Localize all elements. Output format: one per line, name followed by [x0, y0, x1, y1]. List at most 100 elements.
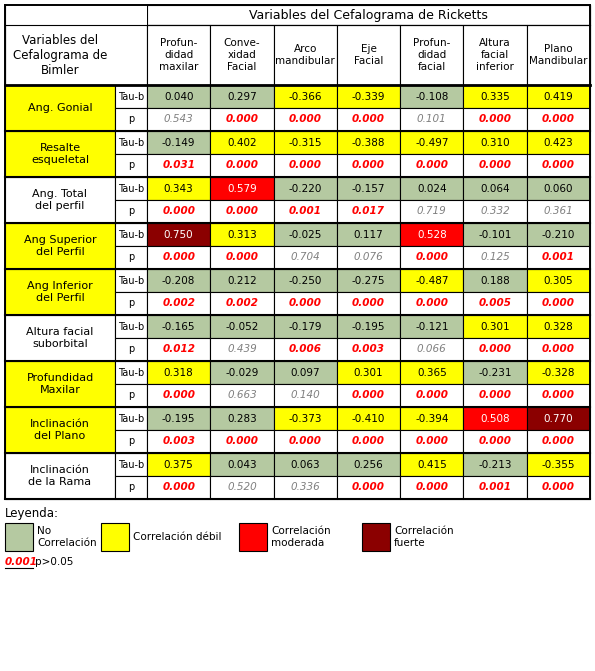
Text: -0.388: -0.388: [352, 138, 385, 148]
Text: 0.579: 0.579: [227, 183, 257, 193]
Bar: [147, 476, 210, 499]
Bar: [337, 177, 400, 200]
Bar: [210, 453, 274, 476]
Bar: [274, 338, 337, 361]
Bar: [5, 315, 115, 361]
Bar: [400, 154, 464, 177]
Bar: [362, 523, 390, 551]
Bar: [210, 269, 274, 292]
Text: -0.339: -0.339: [352, 91, 385, 101]
Text: Tau-b: Tau-b: [118, 413, 144, 423]
Text: 0.006: 0.006: [289, 344, 322, 354]
Text: Profun-
didad
facial: Profun- didad facial: [413, 38, 450, 72]
Bar: [464, 292, 527, 315]
Text: -0.195: -0.195: [162, 413, 195, 423]
Bar: [147, 108, 210, 131]
Bar: [464, 269, 527, 292]
Text: Conve-
xidad
Facial: Conve- xidad Facial: [224, 38, 260, 72]
Text: Tau-b: Tau-b: [118, 183, 144, 193]
Text: 0.001: 0.001: [289, 207, 322, 217]
Bar: [5, 25, 147, 85]
Bar: [400, 269, 464, 292]
Bar: [464, 407, 527, 430]
Bar: [274, 177, 337, 200]
Text: 0.000: 0.000: [226, 437, 258, 446]
Text: 0.343: 0.343: [164, 183, 193, 193]
Text: p: p: [128, 160, 134, 170]
Text: 0.064: 0.064: [480, 183, 510, 193]
Text: 0.000: 0.000: [542, 344, 575, 354]
Bar: [337, 338, 400, 361]
Bar: [274, 476, 337, 499]
Text: 0.000: 0.000: [542, 160, 575, 170]
Bar: [400, 246, 464, 269]
Text: 0.000: 0.000: [478, 160, 512, 170]
Text: 0.256: 0.256: [353, 460, 383, 470]
Bar: [5, 5, 147, 25]
Text: Tau-b: Tau-b: [118, 368, 144, 378]
Text: 0.012: 0.012: [162, 344, 195, 354]
Text: 0.000: 0.000: [226, 252, 258, 262]
Text: Ang. Total
del perfil: Ang. Total del perfil: [33, 189, 87, 211]
Text: 0.003: 0.003: [352, 344, 385, 354]
Bar: [147, 154, 210, 177]
Bar: [464, 131, 527, 154]
Text: 0.543: 0.543: [164, 115, 193, 125]
Text: 0.000: 0.000: [352, 391, 385, 401]
Text: 0.000: 0.000: [542, 437, 575, 446]
Bar: [239, 523, 267, 551]
Bar: [210, 430, 274, 453]
Text: 0.066: 0.066: [417, 344, 447, 354]
Bar: [274, 292, 337, 315]
Bar: [464, 223, 527, 246]
Bar: [5, 5, 590, 499]
Text: 0.402: 0.402: [227, 138, 256, 148]
Bar: [210, 108, 274, 131]
Bar: [337, 407, 400, 430]
Text: 0.188: 0.188: [480, 276, 510, 285]
Text: -0.275: -0.275: [352, 276, 385, 285]
Bar: [147, 292, 210, 315]
Bar: [115, 269, 147, 292]
Bar: [337, 430, 400, 453]
Bar: [115, 338, 147, 361]
Bar: [527, 453, 590, 476]
Text: Ang. Gonial: Ang. Gonial: [28, 103, 92, 113]
Text: p: p: [128, 437, 134, 446]
Bar: [274, 246, 337, 269]
Bar: [115, 476, 147, 499]
Bar: [147, 430, 210, 453]
Text: -0.157: -0.157: [352, 183, 385, 193]
Text: 0.000: 0.000: [162, 391, 195, 401]
Text: 0.097: 0.097: [290, 368, 320, 378]
Text: 0.313: 0.313: [227, 229, 257, 240]
Text: Altura facial
suborbital: Altura facial suborbital: [26, 327, 93, 349]
Text: Tau-b: Tau-b: [118, 138, 144, 148]
Text: 0.000: 0.000: [542, 482, 575, 493]
Bar: [274, 430, 337, 453]
Text: Correlación
fuerte: Correlación fuerte: [394, 526, 453, 548]
Bar: [464, 338, 527, 361]
Bar: [527, 154, 590, 177]
Bar: [115, 407, 147, 430]
Text: 0.001: 0.001: [478, 482, 512, 493]
Text: 0.000: 0.000: [226, 160, 258, 170]
Text: 0.000: 0.000: [352, 437, 385, 446]
Bar: [464, 25, 527, 85]
Bar: [115, 361, 147, 384]
Text: 0.040: 0.040: [164, 91, 193, 101]
Text: Ang Inferior
del Perfil: Ang Inferior del Perfil: [27, 281, 93, 303]
Bar: [400, 338, 464, 361]
Bar: [337, 476, 400, 499]
Text: 0.000: 0.000: [352, 299, 385, 309]
Bar: [337, 315, 400, 338]
Bar: [147, 85, 210, 108]
Bar: [400, 177, 464, 200]
Text: Tau-b: Tau-b: [118, 276, 144, 285]
Text: Correlación débil: Correlación débil: [133, 532, 221, 542]
Bar: [464, 85, 527, 108]
Bar: [274, 85, 337, 108]
Text: Ang Superior
del Perfil: Ang Superior del Perfil: [24, 236, 96, 257]
Text: 0.017: 0.017: [352, 207, 385, 217]
Bar: [147, 177, 210, 200]
